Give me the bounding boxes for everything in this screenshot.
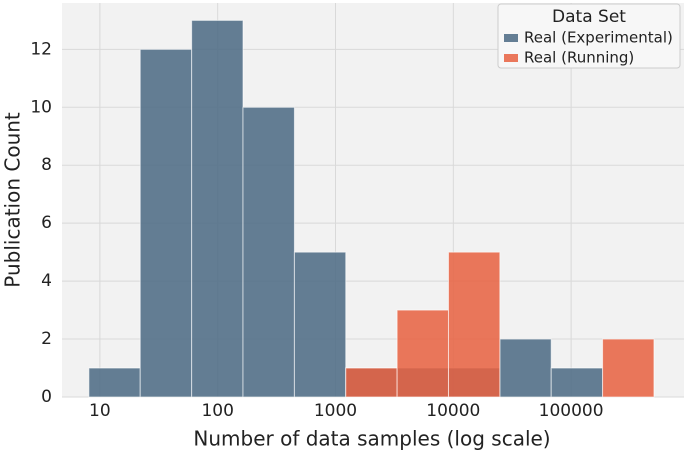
y-tick-label: 2 (41, 329, 52, 349)
bar (293, 251, 347, 398)
bar (242, 106, 295, 398)
bar (396, 309, 449, 398)
legend-label: Real (Running) (524, 49, 634, 67)
y-tick-label: 0 (41, 387, 52, 407)
legend-title: Data Set (552, 7, 626, 27)
x-tick-label: 100000 (539, 401, 604, 421)
legend-swatch (504, 34, 518, 42)
x-tick-label: 100 (201, 401, 233, 421)
y-tick-label: 8 (41, 155, 52, 175)
bar (88, 367, 141, 398)
bar (345, 367, 398, 398)
bar (191, 19, 244, 398)
bar (602, 338, 655, 398)
bar (499, 338, 552, 398)
legend-swatch (504, 54, 518, 62)
bar (139, 48, 193, 398)
x-tick-label: 10 (89, 401, 111, 421)
legend-label: Real (Experimental) (524, 29, 673, 47)
y-tick-label: 4 (41, 271, 52, 291)
bar (550, 367, 604, 398)
x-tick-label: 1000 (314, 401, 357, 421)
y-tick-label: 10 (30, 97, 52, 117)
bar (447, 251, 501, 398)
legend: Data Set Real (Experimental) Real (Running… (497, 3, 681, 69)
legend-box (497, 3, 681, 69)
x-axis-label: Number of data samples (log scale) (193, 427, 550, 451)
y-tick-label: 12 (30, 39, 52, 59)
y-tick-label: 6 (41, 213, 52, 233)
y-axis-label: Publication Count (1, 112, 25, 288)
x-tick-label: 10000 (426, 401, 480, 421)
